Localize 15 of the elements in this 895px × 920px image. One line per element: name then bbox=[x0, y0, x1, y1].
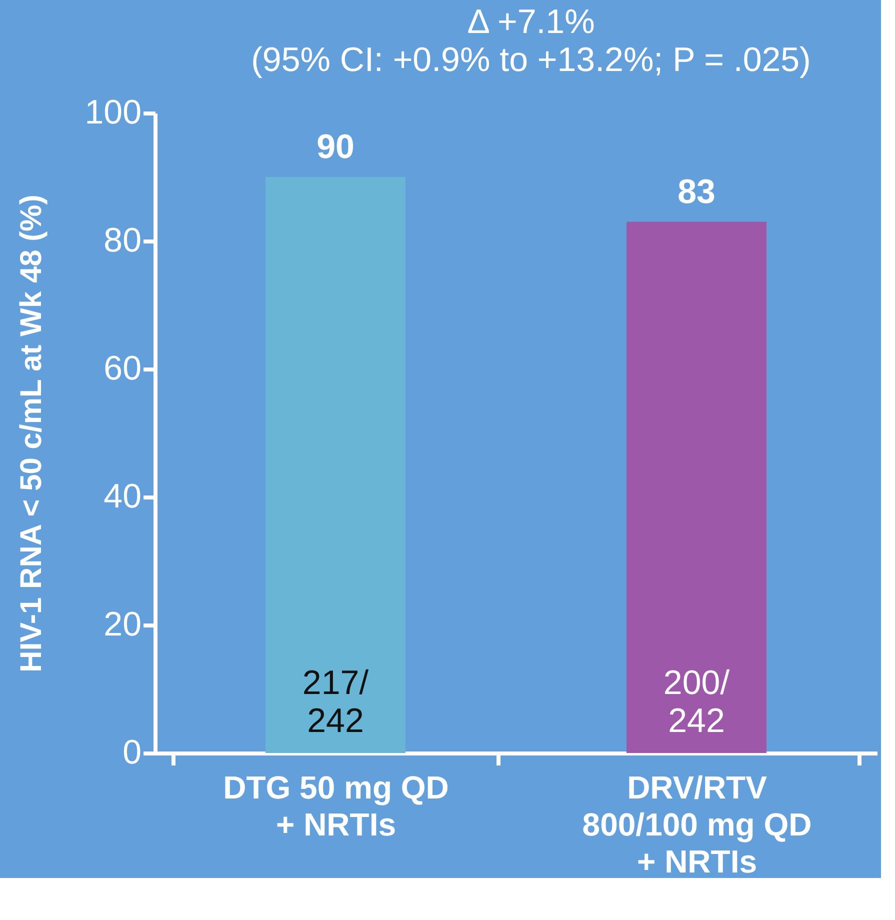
y-tick-label: 80 bbox=[104, 222, 142, 260]
chart-title: Δ +7.1% bbox=[467, 3, 595, 41]
annotation: 217/242 bbox=[302, 664, 370, 740]
y-tick-label: 20 bbox=[104, 606, 142, 644]
y-axis-title: HIV-1 RNA < 50 c/mL at Wk 48 (%) bbox=[14, 194, 48, 672]
y-tick-label: 40 bbox=[104, 478, 142, 516]
y-tick-label: 0 bbox=[122, 734, 142, 772]
x-tick-label: DRV/RTV 800/100 mg QD + NRTIs bbox=[582, 770, 812, 880]
chart-subtitle: (95% CI: +0.9% to +13.2%; P = .025) bbox=[251, 41, 811, 79]
y-tick-label: 100 bbox=[84, 94, 142, 132]
data-label: 83 bbox=[678, 172, 716, 211]
x-tick-label: DTG 50 mg QD + NRTIs bbox=[223, 770, 449, 842]
annotation: 200/242 bbox=[663, 664, 730, 740]
y-tick-label: 60 bbox=[104, 350, 142, 388]
data-label: 90 bbox=[316, 128, 354, 166]
